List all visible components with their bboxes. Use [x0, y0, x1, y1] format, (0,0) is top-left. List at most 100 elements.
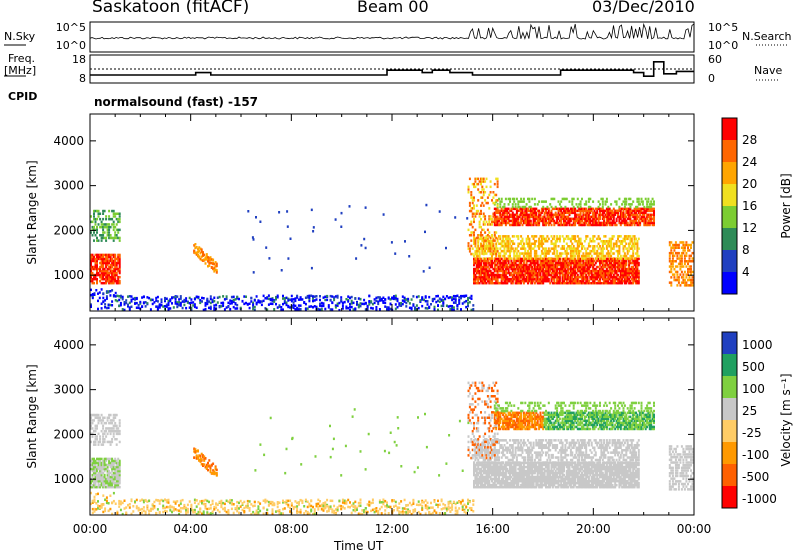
heatmap-cell	[499, 281, 502, 285]
heatmap-cell	[545, 273, 547, 277]
heatmap-cell	[561, 257, 564, 261]
heatmap-cell	[571, 235, 574, 238]
heatmap-cell	[615, 200, 618, 203]
heatmap-cell	[650, 209, 653, 213]
heatmap-cell	[109, 253, 112, 257]
heatmap-cell	[540, 259, 543, 263]
heatmap-cell	[98, 291, 101, 294]
heatmap-cell	[520, 281, 523, 285]
heatmap-cell	[102, 265, 105, 269]
heatmap-cell	[484, 261, 487, 265]
heatmap-cell	[105, 271, 108, 275]
heatmap-cell	[482, 180, 485, 183]
heatmap-cell	[626, 277, 629, 281]
heatmap-cell	[604, 254, 607, 258]
heatmap-cell	[222, 501, 225, 505]
heatmap-cell	[619, 265, 622, 269]
heatmap-cell	[518, 281, 521, 285]
heatmap-cell	[491, 220, 493, 224]
heatmap-cell	[547, 261, 550, 265]
heatmap-cell	[636, 267, 639, 271]
heatmap-cell	[572, 221, 575, 225]
heatmap-cell	[540, 269, 543, 273]
heatmap-cell	[294, 308, 297, 311]
heatmap-cell	[108, 209, 111, 213]
heatmap-cell	[329, 294, 332, 298]
heatmap-cell	[475, 247, 478, 250]
heatmap-cell	[619, 242, 622, 245]
heatmap-cell	[637, 223, 640, 227]
heatmap-cell	[579, 259, 582, 263]
heatmap-cell	[587, 242, 590, 245]
heatmap-cell	[142, 509, 145, 512]
heatmap-cell	[592, 249, 595, 253]
heatmap-cell	[608, 269, 611, 273]
heatmap-cell	[590, 269, 593, 273]
heatmap-cell	[504, 207, 507, 211]
heatmap-cell	[633, 211, 636, 215]
heatmap-cell	[234, 507, 237, 510]
heatmap-cell	[563, 247, 565, 250]
heatmap-cell	[558, 240, 561, 243]
heatmap-cell	[474, 273, 477, 277]
heatmap-cell	[498, 217, 500, 221]
heatmap-cell	[560, 269, 563, 273]
heatmap-cell	[118, 236, 121, 240]
heatmap-cell	[671, 273, 674, 276]
heatmap-cell	[467, 185, 470, 189]
heatmap-cell	[496, 237, 499, 241]
heatmap-cell	[506, 213, 509, 217]
heatmap-cell	[594, 223, 597, 227]
heatmap-cell	[467, 247, 470, 250]
heatmap-cell	[653, 209, 655, 213]
heatmap-cell	[186, 503, 189, 507]
heatmap-cell	[183, 505, 186, 508]
heatmap-cell	[222, 304, 225, 307]
heatmap-cell	[540, 207, 543, 211]
heatmap-cell	[572, 217, 575, 221]
heatmap-cell	[294, 297, 297, 300]
heatmap-cell	[102, 273, 105, 277]
heatmap-cell	[510, 265, 513, 269]
heatmap-cell	[117, 212, 120, 215]
heatmap-cell	[578, 261, 581, 265]
heatmap-cell	[641, 217, 644, 221]
heatmap-cell	[593, 263, 596, 267]
heatmap-cell	[252, 307, 255, 311]
heatmap-cell	[127, 303, 129, 306]
heatmap-cell	[495, 231, 498, 234]
heatmap-cell	[569, 271, 572, 275]
heatmap-cell	[474, 279, 477, 283]
heatmap-cell	[473, 273, 475, 277]
heatmap-cell	[549, 249, 552, 253]
heatmap-cell	[340, 298, 343, 302]
heatmap-cell	[506, 257, 509, 261]
heatmap-cell	[581, 271, 583, 275]
heatmap-cell	[195, 499, 198, 502]
heatmap-cell	[253, 308, 256, 312]
heatmap-cell	[532, 279, 535, 283]
heatmap-cell	[643, 215, 646, 219]
heatmap-cell	[545, 252, 547, 255]
heatmap-cell	[608, 267, 611, 271]
heatmap-cell	[114, 259, 117, 263]
heatmap-cell	[676, 257, 679, 260]
heatmap-cell	[593, 213, 596, 217]
heatmap-cell	[565, 273, 568, 277]
heatmap-cell	[510, 281, 513, 285]
heatmap-cell	[271, 512, 274, 515]
heatmap-cell	[496, 207, 499, 211]
heatmap-cell	[596, 211, 599, 215]
heatmap-cell	[485, 263, 488, 267]
heatmap-cell	[239, 306, 242, 310]
heatmap-cell	[179, 297, 182, 300]
heatmap-cell	[496, 215, 499, 219]
heatmap-cell	[105, 255, 108, 259]
heatmap-cell	[633, 275, 636, 279]
heatmap-cell	[685, 241, 688, 244]
heatmap-cell	[618, 235, 621, 238]
heatmap-cell	[91, 271, 94, 275]
heatmap-cell	[610, 221, 613, 225]
heatmap-cell	[528, 219, 531, 223]
heatmap-cell	[119, 502, 122, 506]
